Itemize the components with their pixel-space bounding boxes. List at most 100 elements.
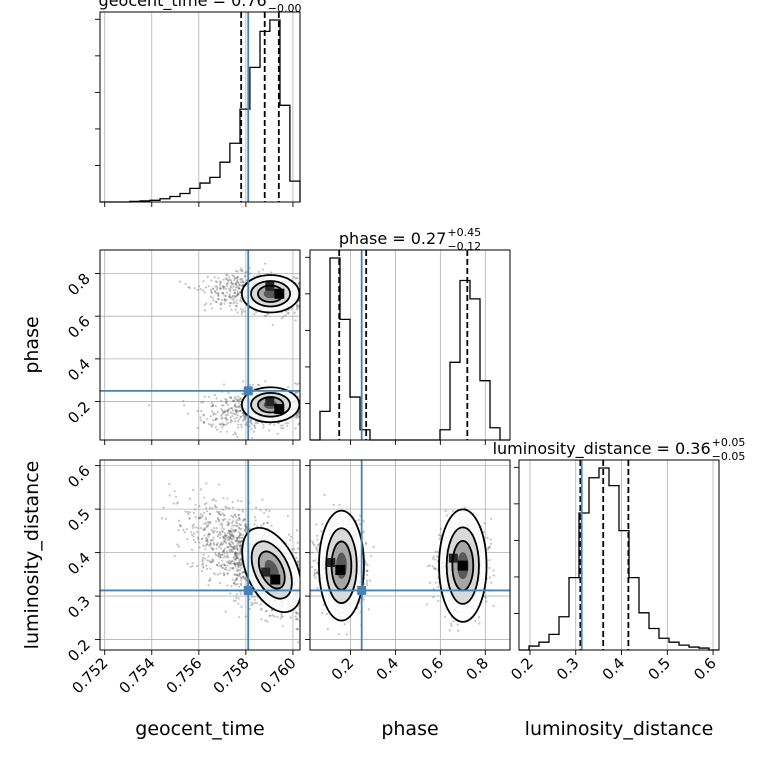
sample-point xyxy=(209,542,212,545)
sample-point xyxy=(217,562,220,565)
scatter-panel-phase-luminosity_distance: 0.2 0.4 0.6 0.8 xyxy=(305,459,511,684)
sample-point xyxy=(174,495,177,498)
sample-point xyxy=(437,533,441,536)
sample-point xyxy=(186,537,189,541)
sample-point xyxy=(220,414,223,418)
sample-point xyxy=(366,583,369,587)
title-plus: +0.45 xyxy=(447,226,481,239)
sample-point xyxy=(236,555,239,558)
histogram-geocent_time xyxy=(100,19,301,203)
sample-point xyxy=(189,531,193,534)
sample-point xyxy=(315,570,319,573)
sample-point xyxy=(233,417,236,420)
sample-point xyxy=(243,310,246,313)
sample-point xyxy=(267,515,270,518)
sample-point xyxy=(219,430,222,433)
sample-point xyxy=(431,565,434,568)
sample-point xyxy=(254,515,257,519)
sample-point xyxy=(228,295,231,298)
sample-point xyxy=(293,416,296,419)
sample-point xyxy=(218,544,222,547)
sample-point xyxy=(186,510,189,514)
sample-point xyxy=(294,611,298,614)
sample-point xyxy=(226,284,229,287)
sample-point xyxy=(172,502,175,505)
sample-point xyxy=(232,566,235,570)
sample-point xyxy=(232,547,235,551)
sample-point xyxy=(215,506,218,509)
sample-point xyxy=(201,558,204,561)
sample-point xyxy=(236,398,239,401)
sample-point xyxy=(211,507,214,510)
sample-point xyxy=(432,596,435,599)
sample-point xyxy=(215,418,218,421)
sample-point xyxy=(168,483,171,486)
sample-point xyxy=(225,400,228,403)
sample-point xyxy=(321,611,324,614)
sample-point xyxy=(222,571,225,575)
sample-point xyxy=(235,409,238,412)
sample-point xyxy=(197,517,200,520)
sample-point xyxy=(237,597,240,600)
sample-point xyxy=(251,383,254,386)
sample-point xyxy=(215,300,218,303)
sample-point xyxy=(206,524,210,527)
sample-point xyxy=(234,282,237,286)
sample-point xyxy=(216,542,219,545)
sample-point xyxy=(228,542,231,545)
sample-point xyxy=(367,608,370,611)
sample-point xyxy=(218,282,222,286)
sample-point xyxy=(234,546,237,549)
sample-point xyxy=(241,510,244,513)
sample-point xyxy=(220,543,223,546)
sample-point xyxy=(363,583,366,586)
sample-point xyxy=(240,527,243,531)
sample-point xyxy=(213,394,216,397)
sample-point xyxy=(243,415,246,419)
sample-point xyxy=(237,565,240,568)
sample-point xyxy=(436,555,439,558)
sample-point xyxy=(271,614,274,617)
sample-point xyxy=(226,535,229,538)
sample-point xyxy=(212,539,215,542)
density-fill-core xyxy=(263,289,278,299)
sample-point xyxy=(209,543,212,546)
sample-point xyxy=(211,404,214,407)
sample-point xyxy=(220,565,223,568)
hist-panel-luminosity_distance-grid xyxy=(529,460,714,650)
sample-point xyxy=(202,562,205,565)
sample-point xyxy=(219,287,222,291)
sample-point xyxy=(241,277,244,280)
sample-point xyxy=(312,559,315,562)
sample-point xyxy=(281,424,284,427)
sample-point xyxy=(235,596,238,599)
sample-point xyxy=(210,307,214,310)
histogram-luminosity_distance xyxy=(519,467,719,651)
sample-point xyxy=(260,618,263,621)
sample-point xyxy=(227,524,230,527)
sample-point xyxy=(241,570,244,573)
sample-point xyxy=(313,543,316,547)
sample-point xyxy=(183,531,186,534)
hist-panel-geocent_time: geocent_time = 0.76+0.00−0.00 xyxy=(95,0,301,207)
sample-point xyxy=(241,269,244,272)
sample-point xyxy=(173,554,176,558)
sample-point xyxy=(187,286,190,289)
sample-point xyxy=(270,524,273,528)
sample-point xyxy=(235,305,238,308)
sample-point xyxy=(261,268,264,271)
sample-point xyxy=(239,540,242,543)
sample-point xyxy=(211,530,214,533)
sample-point xyxy=(212,413,215,416)
sample-point xyxy=(232,302,235,305)
sample-point xyxy=(224,299,227,302)
sample-point xyxy=(224,517,227,521)
sample-point xyxy=(221,553,224,556)
sample-point xyxy=(193,508,197,511)
sample-point xyxy=(229,296,232,300)
sample-point xyxy=(207,544,211,547)
sample-point xyxy=(221,518,224,521)
sample-point xyxy=(192,488,195,492)
sample-point xyxy=(231,524,234,527)
x-tick-label: 0.758 xyxy=(210,654,253,697)
